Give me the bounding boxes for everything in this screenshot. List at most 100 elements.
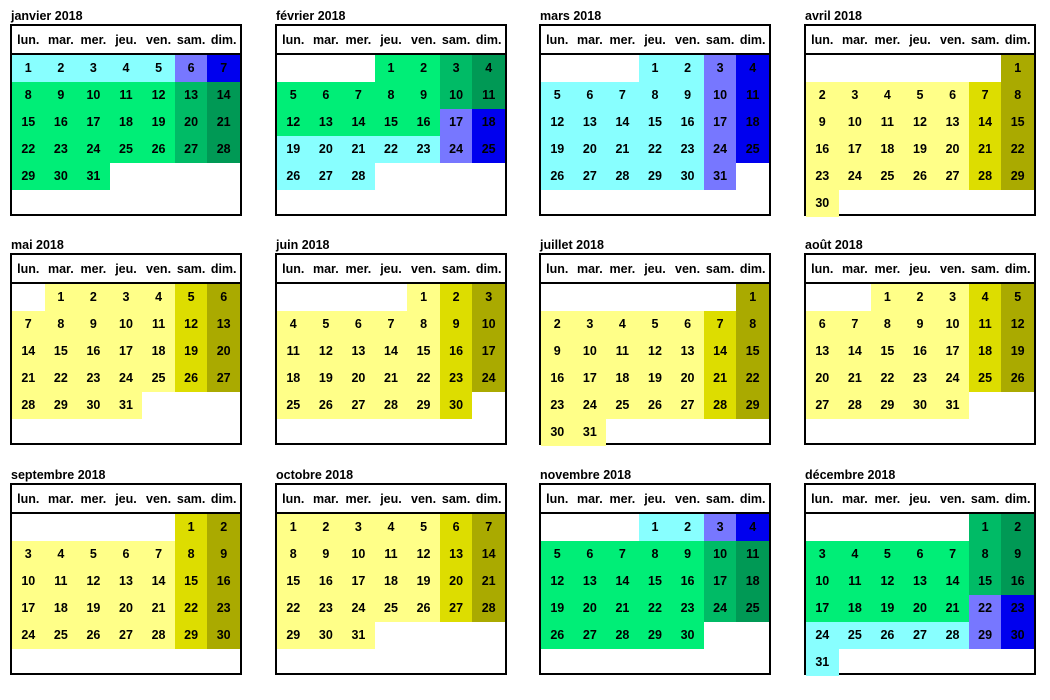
day-cell[interactable]: 9 [207, 541, 240, 568]
day-cell[interactable]: 9 [1001, 541, 1034, 568]
day-cell[interactable]: 4 [472, 55, 505, 82]
day-cell[interactable]: 12 [277, 109, 310, 136]
day-cell[interactable]: 19 [277, 136, 310, 163]
day-cell[interactable]: 30 [309, 622, 343, 649]
day-cell[interactable]: 29 [638, 622, 672, 649]
day-cell[interactable]: 10 [12, 568, 45, 595]
day-cell[interactable]: 3 [342, 514, 375, 541]
day-cell[interactable]: 12 [407, 541, 440, 568]
day-cell[interactable]: 25 [109, 136, 143, 163]
day-cell[interactable]: 10 [439, 82, 473, 109]
day-cell[interactable]: 22 [968, 595, 1002, 622]
day-cell[interactable]: 18 [871, 136, 904, 163]
day-cell[interactable]: 16 [407, 109, 440, 136]
day-cell[interactable]: 20 [936, 136, 969, 163]
day-cell[interactable]: 18 [142, 338, 175, 365]
day-cell[interactable]: 4 [871, 82, 904, 109]
day-cell[interactable]: 18 [838, 595, 872, 622]
day-cell[interactable]: 8 [374, 82, 408, 109]
day-cell[interactable]: 23 [77, 365, 110, 392]
day-cell[interactable]: 9 [77, 311, 110, 338]
day-cell[interactable]: 24 [806, 622, 839, 649]
day-cell[interactable]: 30 [541, 419, 574, 446]
day-cell[interactable]: 18 [606, 365, 639, 392]
day-cell[interactable]: 11 [472, 82, 505, 109]
day-cell[interactable]: 31 [109, 392, 143, 419]
day-cell[interactable]: 25 [472, 136, 505, 163]
day-cell[interactable]: 5 [638, 311, 672, 338]
day-cell[interactable]: 29 [277, 622, 310, 649]
day-cell[interactable]: 1 [638, 514, 672, 541]
day-cell[interactable]: 8 [44, 311, 78, 338]
day-cell[interactable]: 11 [968, 311, 1002, 338]
day-cell[interactable]: 16 [903, 338, 937, 365]
day-cell[interactable]: 15 [174, 568, 208, 595]
day-cell[interactable]: 8 [968, 541, 1002, 568]
day-cell[interactable]: 6 [806, 311, 839, 338]
day-cell[interactable]: 30 [671, 163, 704, 190]
day-cell[interactable]: 9 [671, 82, 704, 109]
day-cell[interactable]: 26 [174, 365, 208, 392]
day-cell[interactable]: 4 [736, 55, 769, 82]
day-cell[interactable]: 1 [871, 284, 904, 311]
day-cell[interactable]: 24 [703, 136, 737, 163]
day-cell[interactable]: 27 [342, 392, 375, 419]
day-cell[interactable]: 5 [541, 82, 574, 109]
day-cell[interactable]: 15 [277, 568, 310, 595]
day-cell[interactable]: 30 [671, 622, 704, 649]
day-cell[interactable]: 28 [142, 622, 175, 649]
day-cell[interactable]: 28 [936, 622, 969, 649]
day-cell[interactable]: 14 [374, 338, 408, 365]
day-cell[interactable]: 15 [736, 338, 769, 365]
day-cell[interactable]: 19 [142, 109, 175, 136]
day-cell[interactable]: 17 [806, 595, 839, 622]
day-cell[interactable]: 1 [44, 284, 78, 311]
day-cell[interactable]: 11 [142, 311, 175, 338]
day-cell[interactable]: 1 [374, 55, 408, 82]
day-cell[interactable]: 28 [606, 163, 639, 190]
day-cell[interactable]: 3 [703, 514, 737, 541]
day-cell[interactable]: 15 [1001, 109, 1034, 136]
day-cell[interactable]: 6 [903, 541, 937, 568]
day-cell[interactable]: 4 [968, 284, 1002, 311]
day-cell[interactable]: 18 [44, 595, 78, 622]
day-cell[interactable]: 18 [472, 109, 505, 136]
day-cell[interactable]: 15 [374, 109, 408, 136]
day-cell[interactable]: 25 [44, 622, 78, 649]
day-cell[interactable]: 19 [407, 568, 440, 595]
day-cell[interactable]: 4 [374, 514, 408, 541]
day-cell[interactable]: 4 [736, 514, 769, 541]
day-cell[interactable]: 29 [736, 392, 769, 419]
day-cell[interactable]: 27 [573, 622, 607, 649]
day-cell[interactable]: 2 [671, 514, 704, 541]
day-cell[interactable]: 24 [77, 136, 110, 163]
day-cell[interactable]: 9 [541, 338, 574, 365]
day-cell[interactable]: 19 [541, 136, 574, 163]
day-cell[interactable]: 12 [541, 568, 574, 595]
day-cell[interactable]: 30 [1001, 622, 1034, 649]
day-cell[interactable]: 26 [142, 136, 175, 163]
day-cell[interactable]: 21 [207, 109, 240, 136]
day-cell[interactable]: 5 [871, 541, 904, 568]
day-cell[interactable]: 1 [12, 55, 45, 82]
day-cell[interactable]: 27 [309, 163, 343, 190]
day-cell[interactable]: 3 [109, 284, 143, 311]
day-cell[interactable]: 3 [472, 284, 505, 311]
day-cell[interactable]: 16 [207, 568, 240, 595]
day-cell[interactable]: 17 [838, 136, 872, 163]
day-cell[interactable]: 14 [936, 568, 969, 595]
day-cell[interactable]: 22 [871, 365, 904, 392]
day-cell[interactable]: 27 [671, 392, 704, 419]
day-cell[interactable]: 25 [606, 392, 639, 419]
day-cell[interactable]: 10 [703, 541, 737, 568]
day-cell[interactable]: 25 [277, 392, 310, 419]
day-cell[interactable]: 22 [174, 595, 208, 622]
day-cell[interactable]: 31 [806, 649, 839, 676]
day-cell[interactable]: 12 [1001, 311, 1034, 338]
day-cell[interactable]: 28 [838, 392, 872, 419]
day-cell[interactable]: 22 [1001, 136, 1034, 163]
day-cell[interactable]: 7 [12, 311, 45, 338]
day-cell[interactable]: 6 [207, 284, 240, 311]
day-cell[interactable]: 11 [277, 338, 310, 365]
day-cell[interactable]: 30 [44, 163, 78, 190]
